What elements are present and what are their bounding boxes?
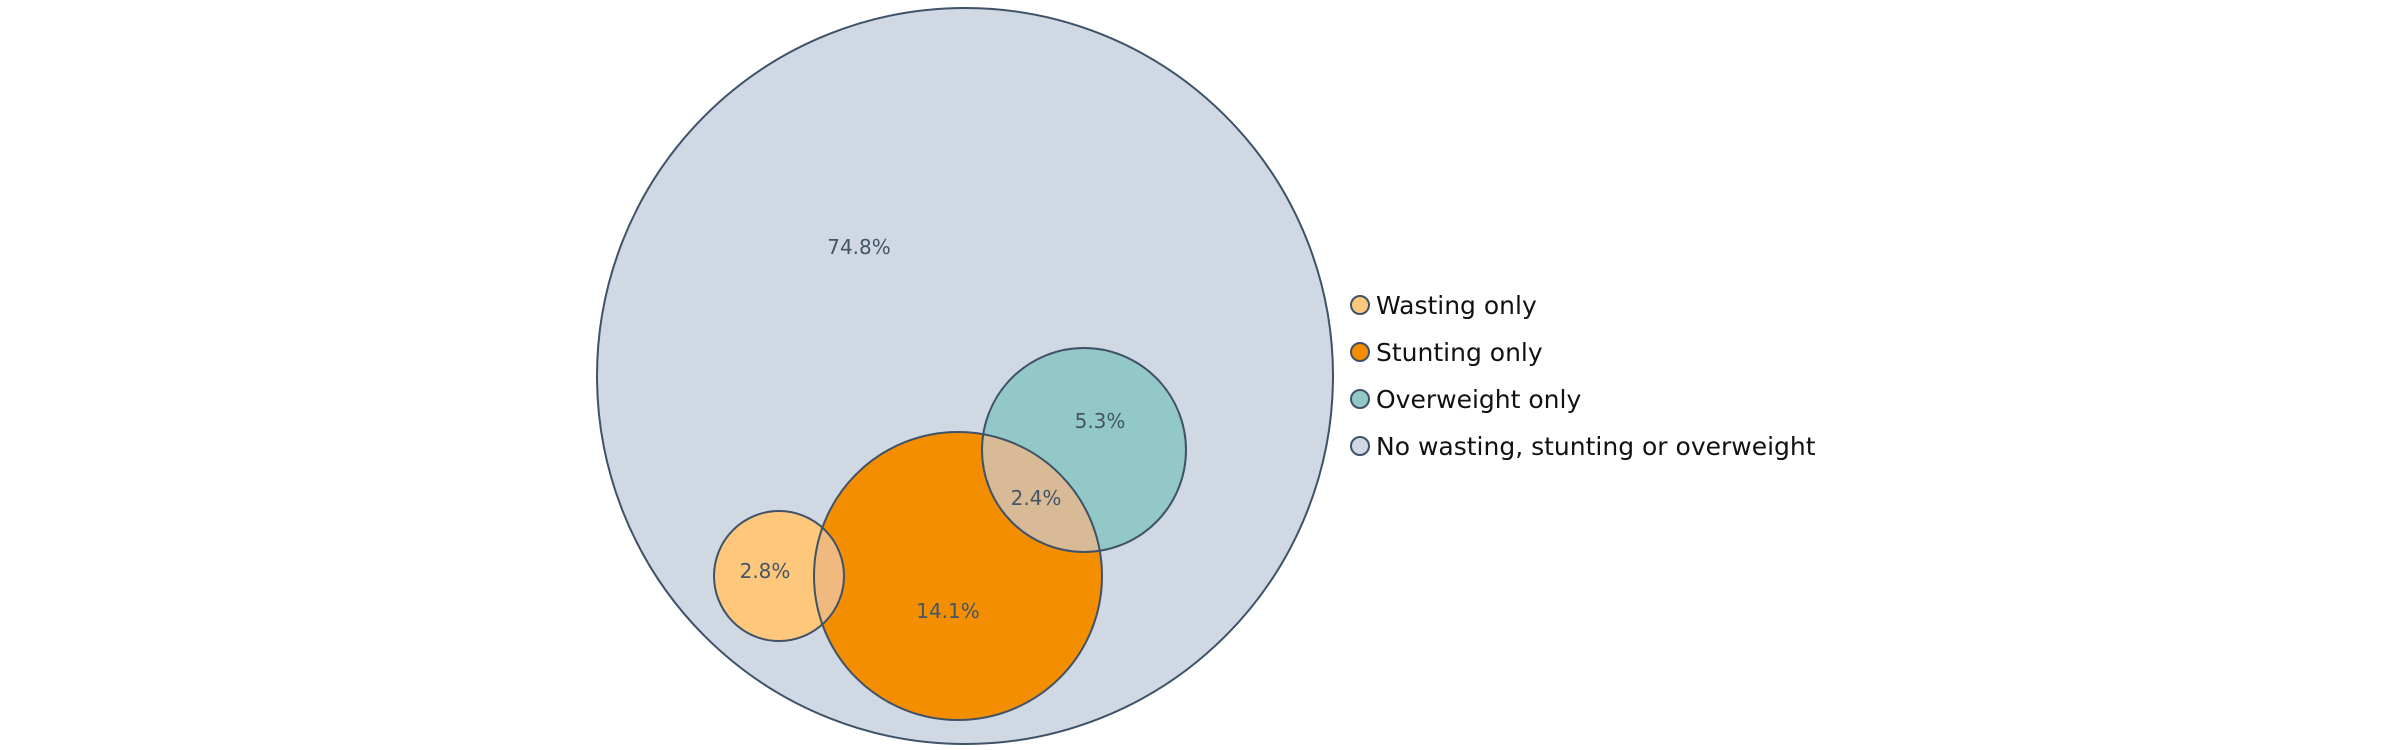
- legend-label-overweight: Overweight only: [1376, 385, 1581, 414]
- legend-label-wasting: Wasting only: [1376, 291, 1537, 320]
- legend-marker-overweight: [1350, 389, 1370, 409]
- legend-item-none: No wasting, stunting or overweight: [1350, 432, 1816, 461]
- label-none: 74.8%: [827, 235, 891, 259]
- legend-marker-stunting: [1350, 342, 1370, 362]
- legend-marker-none: [1350, 436, 1370, 456]
- label-stunting: 14.1%: [916, 599, 980, 623]
- legend-marker-wasting: [1350, 295, 1370, 315]
- label-stunting-overweight: 2.4%: [1011, 486, 1062, 510]
- legend-item-stunting: Stunting only: [1350, 338, 1543, 367]
- legend: Wasting only Stunting only Overweight on…: [1350, 291, 1816, 461]
- outline-overweight: [981, 347, 1187, 553]
- outline-wasting: [713, 510, 845, 642]
- legend-item-overweight: Overweight only: [1350, 385, 1581, 414]
- legend-label-none: No wasting, stunting or overweight: [1376, 432, 1816, 461]
- outline-stunting: [813, 431, 1103, 721]
- legend-label-stunting: Stunting only: [1376, 338, 1543, 367]
- legend-item-wasting: Wasting only: [1350, 291, 1537, 320]
- label-overweight: 5.3%: [1075, 409, 1126, 433]
- label-wasting: 2.8%: [740, 559, 791, 583]
- circle-wasting: [714, 511, 844, 641]
